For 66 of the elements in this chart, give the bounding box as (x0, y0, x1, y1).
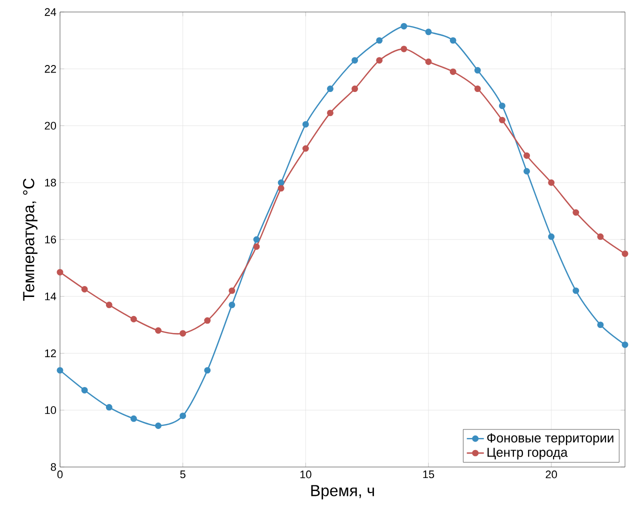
point (81, 286, 88, 293)
point (326, 110, 334, 116)
point (253, 243, 260, 250)
point (400, 22, 408, 30)
x-tick-label: 10 (300, 470, 312, 478)
point (56, 367, 64, 374)
x-tick-label: 20 (546, 470, 557, 478)
point (352, 86, 358, 92)
point (572, 209, 580, 216)
point (228, 302, 236, 308)
point (130, 415, 137, 422)
x-tick-label: 5 (180, 470, 186, 478)
point (376, 57, 383, 64)
point (498, 116, 506, 124)
point (180, 330, 186, 337)
y-tick-label: 8 (50, 463, 56, 471)
y-tick-label: 22 (44, 65, 56, 73)
point (572, 287, 580, 294)
point (204, 367, 211, 374)
point (106, 404, 112, 411)
y-tick-label: 14 (45, 292, 56, 300)
y-tick-label: 18 (45, 178, 56, 187)
point (597, 233, 604, 240)
point (548, 179, 555, 186)
point (228, 287, 236, 294)
point (524, 168, 530, 174)
y-tick-label: 20 (44, 122, 56, 130)
point (81, 386, 88, 394)
point (498, 102, 506, 110)
point (425, 28, 432, 36)
point (474, 86, 481, 92)
y-tick-label: 24 (44, 8, 56, 16)
point (400, 46, 408, 52)
point (597, 322, 604, 328)
point (204, 317, 211, 324)
y-tick-label: 16 (45, 236, 56, 244)
point (548, 233, 555, 240)
point (524, 152, 530, 159)
point (253, 236, 260, 243)
point (56, 268, 64, 276)
point (302, 121, 309, 128)
y-tick-label: 10 (45, 406, 56, 414)
point (450, 68, 456, 75)
x-tick-label: 15 (423, 470, 434, 478)
point (622, 341, 628, 348)
point (425, 58, 432, 65)
point (278, 185, 284, 192)
point (155, 327, 162, 334)
point (622, 250, 628, 257)
x-axis-title: Время, ч (311, 485, 374, 500)
point (474, 67, 481, 74)
x-tick-label: 0 (57, 470, 63, 478)
point (155, 422, 162, 430)
y-tick-label: 12 (45, 349, 56, 358)
point (278, 179, 284, 186)
y-axis-title: Температура, °C (23, 178, 38, 301)
legend-label: Центр города (488, 448, 568, 460)
point (130, 316, 137, 322)
point (302, 145, 309, 152)
point (352, 57, 358, 64)
point (450, 37, 456, 44)
point (106, 302, 112, 308)
point (326, 86, 334, 92)
point (180, 412, 186, 420)
legend-label: Фоновые территории (487, 433, 614, 446)
point (376, 37, 383, 44)
